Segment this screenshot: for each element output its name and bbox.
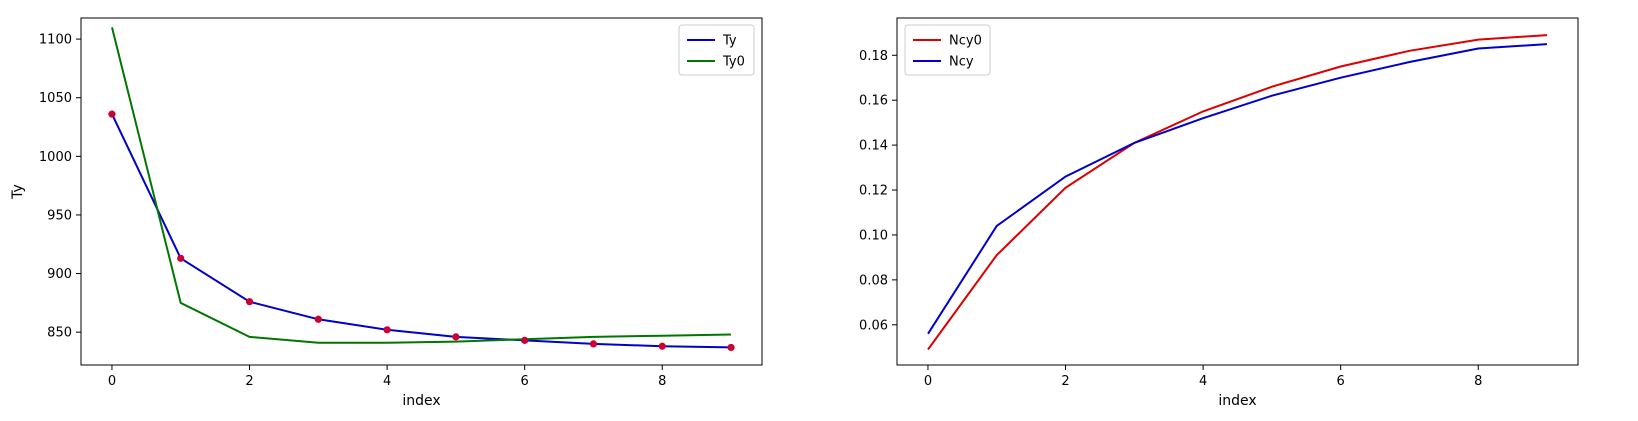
- x-axis-label: index: [1218, 393, 1256, 409]
- legend-label-Ncy: Ncy: [949, 55, 974, 70]
- plot-frame: [896, 17, 1579, 366]
- y-axis-label: Ty: [10, 184, 26, 200]
- y-tick-label: 0.08: [859, 273, 888, 288]
- scatter-point: [658, 342, 666, 350]
- y-tick-label: 0.12: [859, 184, 888, 199]
- y-tick-label: 900: [47, 267, 72, 282]
- y-tick-label: 0.14: [859, 139, 888, 154]
- legend-label-Ty: Ty: [722, 34, 737, 49]
- scatter-point: [452, 333, 460, 341]
- chart-2: 0 2 4 6 8 0.06 0.08 0.10 0.12 0.14 0.16 0.18 index Nc…: [859, 17, 1579, 409]
- series-line-Ncy: [927, 43, 1548, 335]
- scatter-point: [177, 254, 185, 262]
- scatter-point: [521, 336, 529, 344]
- y-tick-label: 1000: [39, 150, 72, 165]
- legend: Ncy0 Ncy: [904, 24, 991, 76]
- legend-box: [678, 24, 755, 76]
- plot-frame: [80, 17, 763, 366]
- y-tick-label: 0.10: [859, 228, 888, 243]
- x-tick-label: 4: [1199, 374, 1207, 389]
- x-tick-label: 0: [108, 374, 116, 389]
- y-tick-label: 950: [47, 208, 72, 223]
- x-axis-label: index: [402, 393, 440, 409]
- y-tick-label: 0.18: [859, 49, 888, 64]
- x-tick-label: 4: [383, 374, 391, 389]
- y-tick-label: 1050: [39, 91, 72, 106]
- y-tick-label: 850: [47, 326, 72, 341]
- x-tick-label: 6: [1337, 374, 1345, 389]
- scatter-point: [727, 343, 735, 352]
- legend-box: [904, 24, 991, 76]
- y-tick-label: 0.16: [859, 94, 888, 109]
- scatter-point: [383, 326, 391, 334]
- x-tick-label: 2: [245, 374, 253, 389]
- x-tick-label: 8: [1474, 374, 1482, 389]
- scatter-point: [245, 298, 254, 306]
- legend: Ty Ty0: [678, 24, 755, 76]
- series-line-Ncy0: [927, 34, 1548, 351]
- x-tick-label: 8: [658, 374, 666, 389]
- x-tick-label: 2: [1061, 374, 1069, 389]
- chart-1: 0 2 4 6 8 850 900 950 1000 1050 1100 index Ty Ty Ty0: [10, 17, 763, 409]
- legend-label-Ncy0: Ncy0: [949, 34, 982, 49]
- series-line-Ty0: [111, 27, 732, 344]
- y-tick-label: 1100: [39, 33, 72, 48]
- scatter-point: [314, 315, 322, 323]
- y-tick-label: 0.06: [859, 318, 888, 333]
- scatter-point: [108, 110, 116, 118]
- series-line-Ty: [111, 113, 732, 349]
- scatter-point: [589, 340, 598, 348]
- x-tick-label: 6: [521, 374, 529, 389]
- x-tick-label: 0: [924, 374, 932, 389]
- legend-label-Ty0: Ty0: [722, 55, 745, 70]
